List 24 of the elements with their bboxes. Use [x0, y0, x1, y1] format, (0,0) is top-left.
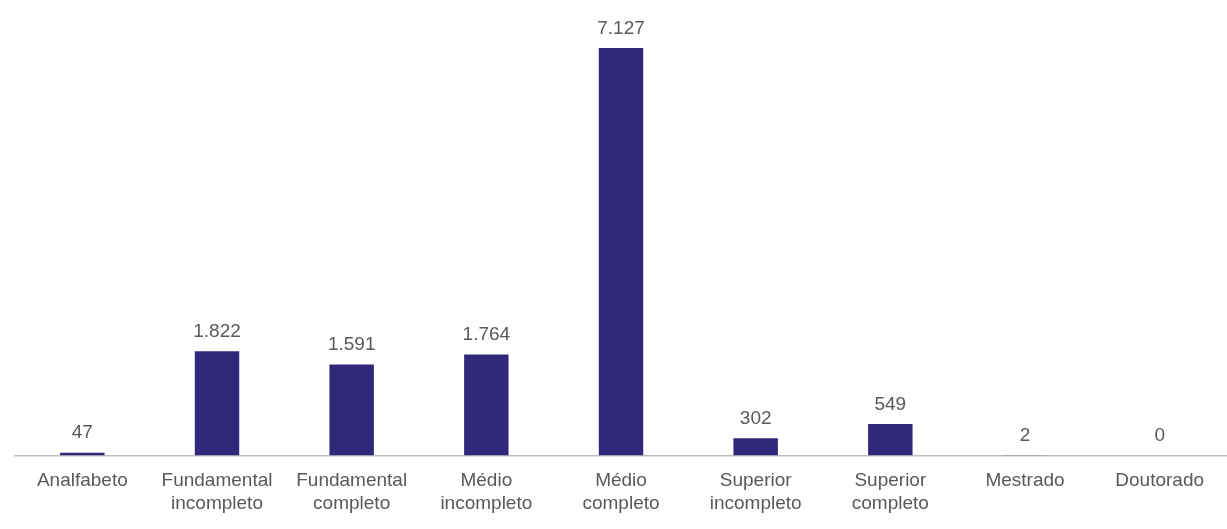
data-label: 1.591 — [327, 333, 376, 355]
bar — [464, 354, 509, 456]
bar — [733, 438, 778, 456]
data-label: 1.822 — [193, 319, 241, 341]
x-tick-label: Médio completo — [582, 469, 660, 513]
x-tick-label: Mestrado — [985, 469, 1065, 491]
data-label: 302 — [739, 406, 772, 428]
x-tick-label: Fundamental incompleto — [161, 469, 273, 513]
data-label: 1.764 — [462, 323, 511, 345]
data-label: 2 — [1019, 424, 1031, 446]
bar — [329, 364, 374, 456]
bar — [194, 351, 240, 456]
x-tick-label: Fundamental completo — [296, 469, 408, 513]
data-label: 0 — [1154, 424, 1165, 446]
x-tick-label: Superior completo — [851, 469, 929, 513]
data-label: 549 — [874, 392, 907, 414]
x-tick-label: Doutorado — [1115, 469, 1205, 491]
data-label: 7.127 — [597, 16, 645, 38]
data-label: 47 — [71, 421, 93, 443]
bar — [598, 48, 644, 456]
x-tick-label: Médio incompleto — [440, 469, 533, 513]
x-tick-label: Analfabeto — [36, 469, 128, 491]
x-tick-label: Superior incompleto — [709, 469, 802, 513]
bar — [868, 424, 913, 456]
